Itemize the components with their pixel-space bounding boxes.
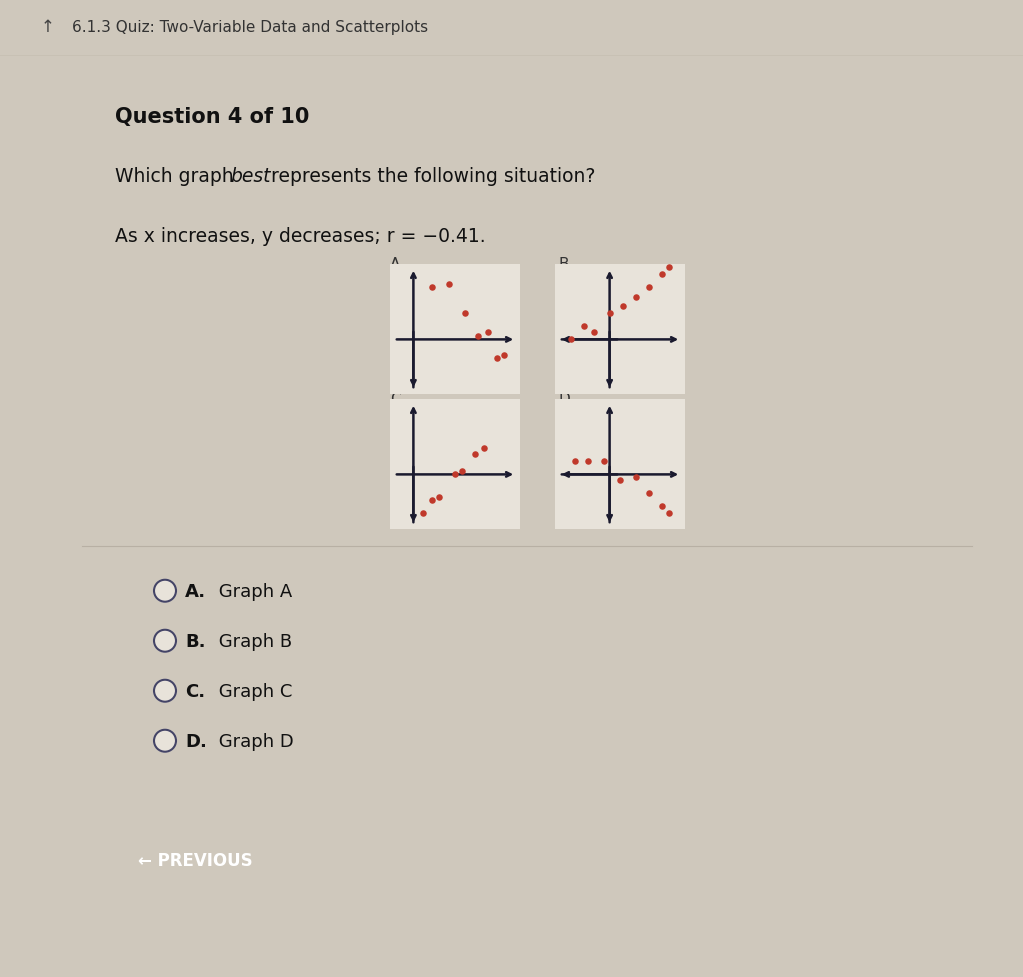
- Text: represents the following situation?: represents the following situation?: [265, 166, 595, 186]
- Point: [414, 506, 431, 522]
- Point: [480, 324, 496, 340]
- Text: C.: C.: [185, 682, 206, 700]
- Point: [661, 260, 677, 276]
- Point: [567, 454, 583, 470]
- Text: D.: D.: [185, 732, 207, 750]
- Point: [471, 328, 487, 344]
- Text: Question 4 of 10: Question 4 of 10: [115, 106, 309, 127]
- Text: ← PREVIOUS: ← PREVIOUS: [138, 851, 253, 870]
- Text: Graph C: Graph C: [213, 682, 293, 700]
- Point: [440, 276, 456, 292]
- Point: [612, 472, 628, 488]
- Point: [575, 319, 591, 335]
- Point: [579, 454, 595, 470]
- Point: [627, 289, 643, 305]
- Point: [488, 351, 504, 366]
- Text: Graph A: Graph A: [213, 582, 293, 600]
- Point: [424, 280, 440, 296]
- Text: B.: B.: [558, 256, 573, 272]
- Text: Which graph: Which graph: [115, 166, 239, 186]
- Text: A.: A.: [185, 582, 206, 600]
- Circle shape: [154, 730, 176, 752]
- Text: B.: B.: [185, 632, 206, 650]
- Point: [424, 493, 440, 509]
- Text: Graph B: Graph B: [213, 632, 293, 650]
- Point: [563, 332, 579, 348]
- Circle shape: [154, 630, 176, 652]
- Circle shape: [154, 680, 176, 702]
- Point: [476, 442, 492, 457]
- Point: [432, 489, 448, 505]
- Text: As x increases, y decreases; r = −0.41.: As x increases, y decreases; r = −0.41.: [115, 227, 486, 245]
- Point: [586, 324, 603, 340]
- Point: [654, 268, 670, 283]
- Point: [640, 280, 657, 296]
- Point: [654, 498, 670, 514]
- Text: C.: C.: [390, 392, 405, 406]
- Point: [457, 306, 474, 321]
- Point: [466, 446, 483, 462]
- Point: [496, 348, 513, 363]
- Text: Graph D: Graph D: [213, 732, 294, 750]
- Point: [447, 467, 463, 483]
- Text: D.: D.: [558, 392, 575, 406]
- Text: ↑: ↑: [41, 19, 55, 36]
- Text: 6.1.3 Quiz: Two-Variable Data and Scatterplots: 6.1.3 Quiz: Two-Variable Data and Scatte…: [72, 20, 428, 35]
- Point: [453, 463, 470, 479]
- Point: [661, 506, 677, 522]
- Circle shape: [154, 580, 176, 602]
- Text: best: best: [230, 166, 270, 186]
- Text: A.: A.: [390, 256, 405, 272]
- Point: [615, 298, 631, 314]
- Point: [596, 454, 613, 470]
- Point: [627, 470, 643, 486]
- Point: [602, 306, 618, 321]
- Point: [640, 486, 657, 501]
